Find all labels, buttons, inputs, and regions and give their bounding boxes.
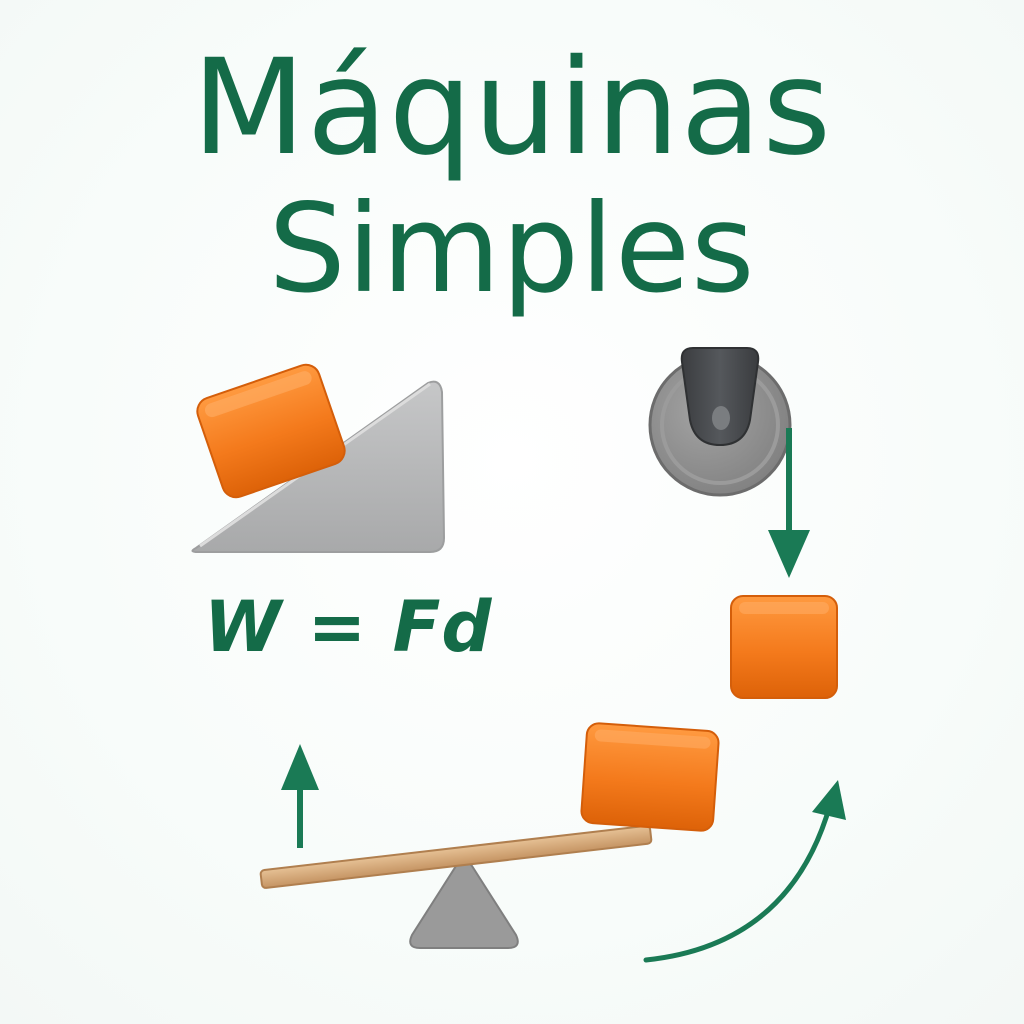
title-line-2: Simples	[268, 178, 756, 320]
up-arrow-icon	[281, 744, 319, 790]
pulley-block	[730, 595, 838, 699]
lever-fulcrum	[409, 860, 519, 949]
lever-block	[580, 722, 720, 832]
title-line-1: Máquinas	[191, 31, 833, 185]
pulley-bracket	[680, 347, 760, 447]
lever-icon	[259, 722, 720, 949]
lever-plank	[259, 824, 653, 889]
inclined-plane-icon	[191, 363, 446, 553]
ramp-block	[196, 363, 346, 499]
curved-arrow-icon	[643, 780, 846, 963]
down-arrow-icon	[768, 530, 810, 578]
work-formula: W = Fd	[204, 586, 493, 668]
pulley-axle	[712, 406, 730, 430]
pulley-icon	[648, 347, 838, 699]
